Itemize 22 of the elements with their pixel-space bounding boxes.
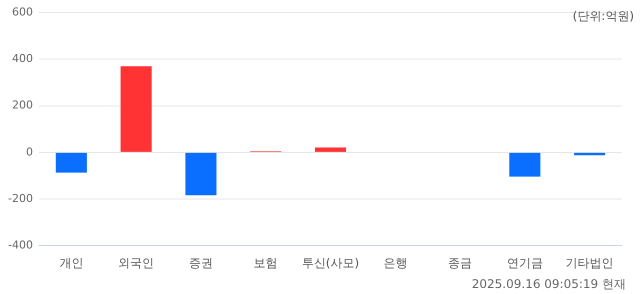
bar xyxy=(509,152,540,177)
y-tick-label: -200 xyxy=(8,192,33,205)
x-tick-label: 증권 xyxy=(188,256,213,270)
x-tick-label: 연기금 xyxy=(506,256,543,270)
x-tick-label: 외국인 xyxy=(118,256,154,270)
bar xyxy=(120,66,152,152)
x-tick-label: 개인 xyxy=(59,256,84,270)
y-tick-label: -400 xyxy=(8,238,33,252)
bar xyxy=(314,148,346,152)
x-tick-label: 종금 xyxy=(448,256,472,270)
x-tick-label: 보험 xyxy=(254,256,278,270)
x-tick-label: 기타법인 xyxy=(566,256,614,270)
y-tick-label: 200 xyxy=(12,98,33,112)
x-tick-label: 은행 xyxy=(383,256,408,270)
text: 2025.09.16 09:05:19 현재 xyxy=(472,276,626,293)
bar xyxy=(56,152,87,173)
y-tick-label: 400 xyxy=(12,52,33,66)
y-tick-label: 0 xyxy=(26,145,33,158)
bar xyxy=(185,152,216,196)
annotation: (단위:억원) xyxy=(572,8,634,25)
y-tick-label: 600 xyxy=(12,5,33,18)
x-tick-label: 투신(사모) xyxy=(302,256,360,270)
